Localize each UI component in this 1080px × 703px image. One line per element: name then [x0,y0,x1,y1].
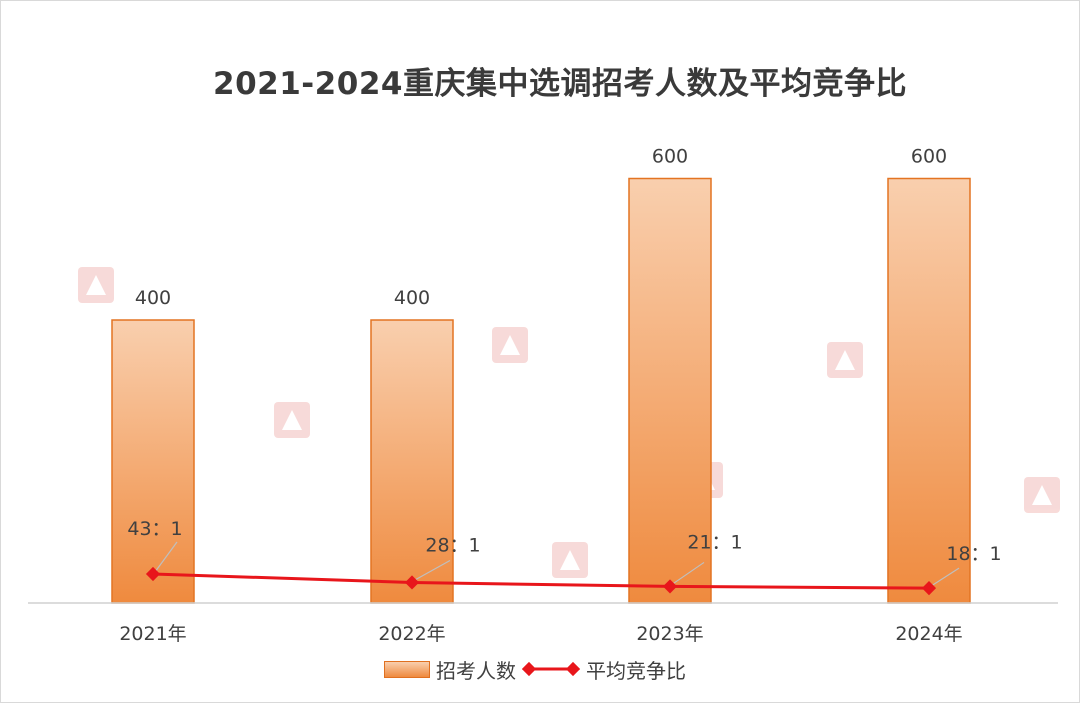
watermark-logo [552,542,588,578]
ratio-leader-line [671,561,705,585]
watermark-logo [827,342,863,378]
ratio-point [921,581,937,596]
bar-2 [370,319,454,604]
bar-4 [887,177,971,604]
x-tick-label: 2021年 [119,623,186,645]
watermark-logo [274,402,310,438]
watermark-logo [492,327,528,363]
watermark-logo [78,267,114,303]
watermark-logo [1024,477,1060,513]
x-tick-label: 2024年 [895,623,962,645]
bar-1 [111,319,195,604]
ratio-leader-line [930,567,960,587]
bar-value-label: 600 [911,146,947,168]
bar-value-label: 400 [135,287,171,309]
ratio-leader-line [154,541,178,573]
ratio-point [404,575,420,590]
ratio-point [662,579,678,594]
legend-line-swatch [522,661,580,677]
legend: 招考人数 平均竞争比 [384,654,686,684]
ratio-line-series [145,566,937,596]
ratio-leader-line [413,559,451,582]
chart-title: 2021-2024重庆集中选调招考人数及平均竞争比 [213,66,907,102]
ratio-point [145,566,161,582]
x-axis-ticks: 2021年 2022年 2023年 2024年 [119,623,962,645]
x-tick-label: 2022年 [378,623,445,645]
data-labels: 400 400 600 600 43：1 28：1 21：1 18：1 [127,146,1001,566]
bar-value-label: 600 [652,146,688,168]
leader-lines [154,541,960,587]
ratio-value-label: 21：1 [687,531,742,553]
watermark-layer [78,267,1060,593]
bar-value-label: 400 [394,287,430,309]
bar-3 [628,177,712,604]
ratio-value-label: 28：1 [425,534,480,556]
x-tick-label: 2023年 [636,623,703,645]
ratio-value-label: 18：1 [946,543,1001,565]
ratio-value-label: 43：1 [127,518,182,540]
legend-line-label: 平均竞争比 [586,658,686,683]
legend-bar-swatch [384,660,430,678]
bar-series [111,177,971,604]
legend-bar-label: 招考人数 [436,658,516,683]
ratio-line [152,572,930,590]
